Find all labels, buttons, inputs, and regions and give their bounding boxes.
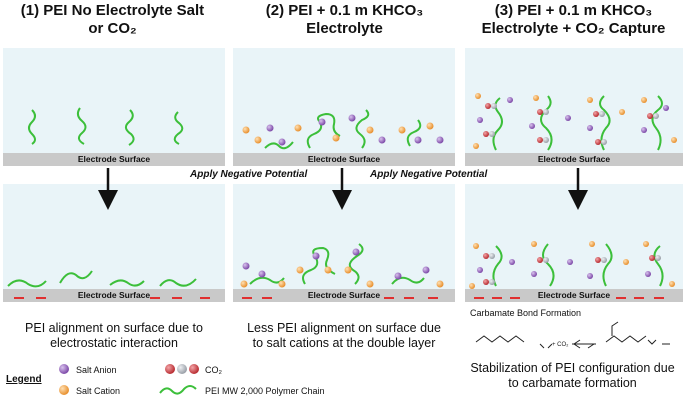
apply-potential-label-2: Apply Negative Potential [370, 169, 488, 180]
legend-polymer: PEI MW 2,000 Polymer Chain [205, 386, 325, 396]
electrode-surface: Electrode Surface [3, 289, 225, 302]
salt-ions-2-bottom [240, 248, 444, 288]
electrode-surface: Electrode Surface [465, 153, 683, 166]
carbamate-scheme [475, 321, 670, 349]
legend-title: Legend [6, 374, 42, 385]
legend-co2: CO₂ [205, 365, 222, 375]
ions-co2-3-top [473, 93, 677, 149]
title-1-text: (1) PEI No Electrolyte Salt or CO₂ [20, 2, 205, 37]
polymer-chains-2 [249, 109, 425, 285]
caption-1: PEI alignment on surface due to electros… [25, 321, 203, 350]
title-2-text: (2) PEI + 0.1 m KHCO₃ Electrolyte [265, 2, 424, 37]
panel-3-top: Electrode Surface [465, 48, 683, 166]
column-title-2: (2) PEI + 0.1 m KHCO₃ Electrolyte [232, 2, 457, 38]
electrode-surface: Electrode Surface [233, 153, 455, 166]
legend-icons [59, 364, 199, 395]
panel-1-top: Electrode Surface [3, 48, 225, 166]
caption-2: Less PEI alignment on surface due to sal… [247, 321, 441, 350]
title-3-text: (3) PEI + 0.1 m KHCO₃ Electrolyte + CO₂ … [481, 2, 666, 37]
apply-potential-label-1: Apply Negative Potential [190, 169, 308, 180]
carbamate-title: Carbamate Bond Formation [470, 308, 582, 318]
electrode-surface: Electrode Surface [233, 289, 455, 302]
salt-cation-icon [59, 385, 69, 395]
ions-co2-3-bottom [469, 241, 675, 289]
chem-plus-co2: + CO₂ [552, 342, 569, 348]
polymer-chains-1-bottom [7, 270, 197, 288]
co2-icon-red-1 [165, 364, 175, 374]
electrode-surface: Electrode Surface [3, 153, 225, 166]
polymer-chains-3 [492, 95, 664, 287]
co2-icon-red-2 [189, 364, 199, 374]
legend-salt-anion: Salt Anion [76, 365, 117, 375]
column-title-3: (3) PEI + 0.1 m KHCO₃ Electrolyte + CO₂ … [462, 2, 685, 38]
salt-anion-icon [59, 364, 69, 374]
co2-icon-grey [177, 364, 187, 374]
caption-3: Stabilization of PEI configuration due t… [470, 361, 675, 390]
salt-ions-2-top [242, 114, 444, 146]
polymer-chains-1-top [28, 107, 184, 146]
polymer-chain-icon [159, 385, 197, 395]
column-title-1: (1) PEI No Electrolyte Salt or CO₂ [0, 2, 225, 38]
panel-2-top: Electrode Surface [233, 48, 455, 166]
legend-salt-cation: Salt Cation [76, 386, 121, 396]
